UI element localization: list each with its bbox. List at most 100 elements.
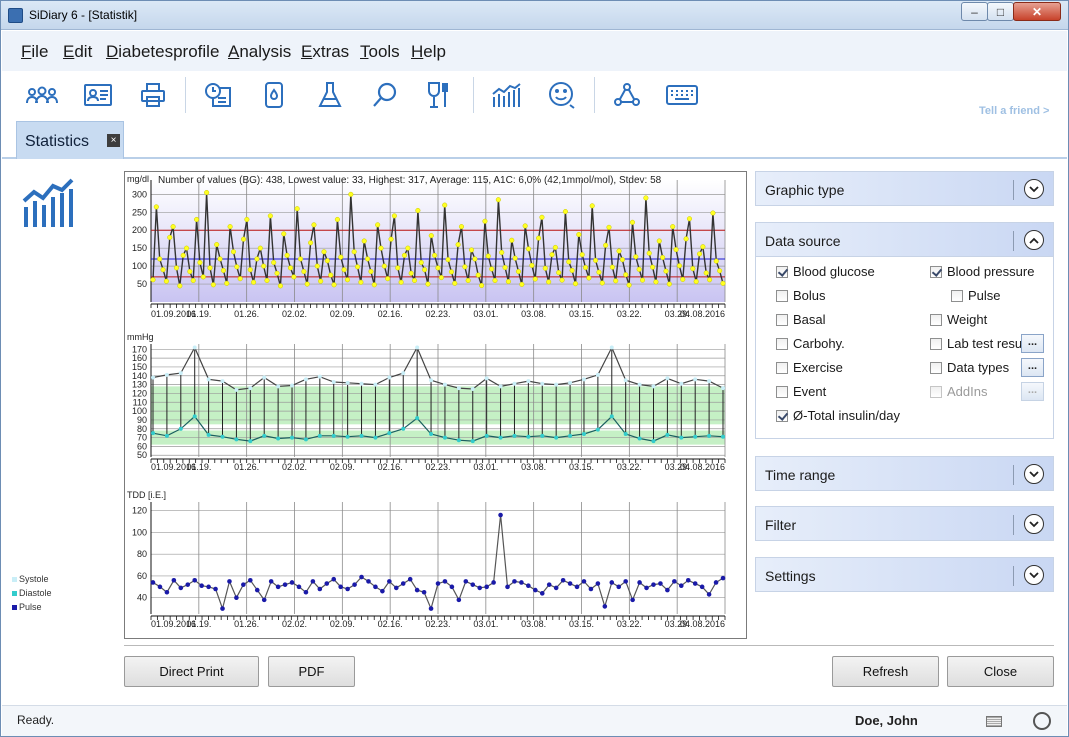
menu-file[interactable]: File: [21, 42, 49, 61]
checkbox-box[interactable]: [930, 361, 942, 374]
checkbox-box[interactable]: [776, 361, 788, 374]
menu-analysis[interactable]: Analysis: [228, 42, 292, 61]
food-glass-icon[interactable]: [422, 79, 456, 111]
tab-statistics[interactable]: Statistics ×: [16, 121, 124, 159]
x-tick-label: 03.08.: [521, 462, 546, 472]
lab-test-options-button[interactable]: ...: [1021, 334, 1044, 353]
checkbox-box[interactable]: [776, 409, 788, 422]
mood-smiley-icon[interactable]: [545, 79, 579, 111]
section-data-source[interactable]: Data source: [755, 222, 1054, 257]
legend-swatch: [12, 605, 17, 611]
menu-extras[interactable]: Extras: [301, 42, 350, 61]
checkbox-data-types[interactable]: Data types: [930, 360, 1009, 375]
x-tick-label: 03.29.: [665, 462, 690, 472]
tell-a-friend-link[interactable]: Tell a friend >: [979, 105, 1050, 117]
x-tick-label: 02.09.: [330, 462, 355, 472]
profile-card-icon[interactable]: [81, 79, 115, 111]
chevron-down-icon[interactable]: [1024, 514, 1044, 534]
checkbox-total-insulin[interactable]: Ø-Total insulin/day: [776, 408, 900, 423]
data-point: [345, 380, 350, 385]
y-tick-label: 50: [137, 279, 147, 289]
data-point: [445, 257, 451, 263]
close-tab-icon[interactable]: ×: [107, 134, 120, 147]
data-point: [512, 433, 517, 438]
data-point: [519, 580, 524, 585]
menu-edit[interactable]: Edit: [63, 42, 93, 61]
checkbox-box[interactable]: [930, 313, 942, 326]
data-point: [435, 581, 441, 586]
checkbox-box[interactable]: [776, 265, 788, 278]
lab-flask-icon[interactable]: [313, 79, 347, 111]
section-filter[interactable]: Filter: [755, 506, 1054, 541]
data-point: [314, 263, 320, 269]
chevron-down-icon[interactable]: [1024, 179, 1044, 199]
checkbox-event[interactable]: Event: [776, 384, 826, 399]
divider-line: [124, 645, 1054, 646]
checkbox-box[interactable]: [776, 313, 788, 326]
keyboard-icon[interactable]: [665, 79, 699, 111]
data-point: [237, 276, 243, 282]
data-point: [303, 437, 308, 442]
checkbox-blood-pressure[interactable]: Blood pressure: [930, 264, 1034, 279]
refresh-button[interactable]: Refresh: [832, 656, 939, 687]
menu-help[interactable]: Help: [411, 42, 446, 61]
printer-icon[interactable]: [136, 79, 170, 111]
data-point: [616, 584, 622, 590]
data-point: [261, 597, 267, 603]
checkbox-blood-glucose[interactable]: Blood glucose: [776, 264, 875, 279]
checkbox-box[interactable]: [776, 337, 788, 350]
section-graphic-type[interactable]: Graphic type: [755, 171, 1054, 206]
statistics-chart-icon[interactable]: [489, 79, 523, 111]
direct-print-button[interactable]: Direct Print: [124, 656, 259, 687]
data-point: [553, 585, 559, 591]
checkbox-exercise[interactable]: Exercise: [776, 360, 843, 375]
checkbox-box[interactable]: [930, 265, 942, 278]
checkbox-lab-test[interactable]: Lab test resu: [930, 336, 1022, 351]
chevron-down-icon[interactable]: [1024, 464, 1044, 484]
data-point: [532, 276, 538, 282]
search-icon[interactable]: [368, 79, 402, 111]
checkbox-carbohy[interactable]: Carbohy.: [776, 336, 845, 351]
checkbox-box[interactable]: [776, 385, 788, 398]
close-button[interactable]: Close: [947, 656, 1054, 687]
data-point: [468, 247, 475, 253]
data-point: [401, 426, 406, 431]
data-point: [171, 577, 177, 583]
logbook-clock-icon[interactable]: [201, 79, 235, 111]
menu-tools[interactable]: Tools: [360, 42, 400, 61]
maximize-button[interactable]: □: [987, 2, 1014, 21]
data-point: [167, 234, 173, 240]
section-settings[interactable]: Settings: [755, 557, 1054, 592]
data-point: [713, 580, 719, 585]
data-point: [651, 582, 656, 587]
pdf-button[interactable]: PDF: [268, 656, 355, 687]
data-point: [401, 252, 408, 258]
data-types-options-button[interactable]: ...: [1021, 358, 1044, 377]
chevron-down-icon[interactable]: [1024, 565, 1044, 585]
globe-icon[interactable]: [1033, 712, 1051, 730]
data-point: [707, 277, 713, 283]
close-window-button[interactable]: ✕: [1013, 2, 1061, 21]
checkbox-box[interactable]: [951, 289, 963, 302]
checkbox-basal[interactable]: Basal: [776, 312, 826, 327]
users-icon[interactable]: [25, 79, 59, 111]
checkbox-box[interactable]: [776, 289, 788, 302]
x-tick-label: 01.26.: [234, 309, 259, 319]
chevron-up-icon[interactable]: [1024, 230, 1044, 250]
checkbox-label: Basal: [793, 312, 826, 327]
glucose-meter-icon[interactable]: [257, 79, 291, 111]
language-flag-icon[interactable]: [986, 716, 1002, 727]
data-point: [405, 245, 411, 251]
network-icon[interactable]: [610, 79, 644, 111]
data-point: [387, 375, 392, 380]
data-point: [291, 274, 297, 280]
section-time-range[interactable]: Time range: [755, 456, 1054, 491]
checkbox-box[interactable]: [930, 337, 942, 350]
data-point: [542, 265, 548, 271]
checkbox-bolus[interactable]: Bolus: [776, 288, 826, 303]
checkbox-pulse[interactable]: Pulse: [951, 288, 1001, 303]
legend-label: Systole: [19, 574, 49, 584]
minimize-button[interactable]: –: [961, 2, 988, 21]
menu-diabetesprofile[interactable]: Diabetesprofile: [106, 42, 220, 61]
checkbox-weight[interactable]: Weight: [930, 312, 987, 327]
